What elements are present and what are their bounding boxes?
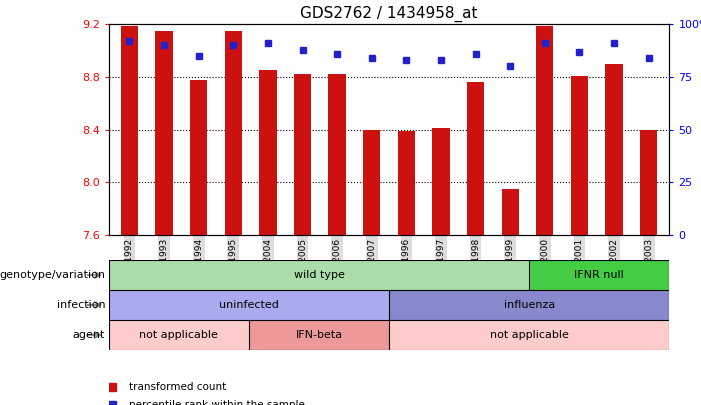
Text: agent: agent xyxy=(73,330,105,340)
Bar xyxy=(259,70,277,235)
Bar xyxy=(606,64,622,235)
Text: infection: infection xyxy=(57,300,105,310)
Title: GDS2762 / 1434958_at: GDS2762 / 1434958_at xyxy=(300,5,478,21)
Bar xyxy=(501,189,519,235)
Bar xyxy=(397,131,415,235)
Text: not applicable: not applicable xyxy=(139,330,218,340)
Text: genotype/variation: genotype/variation xyxy=(0,270,105,280)
Bar xyxy=(389,290,669,320)
Bar xyxy=(363,130,381,235)
Text: influenza: influenza xyxy=(503,300,555,310)
Bar xyxy=(121,26,138,235)
Text: not applicable: not applicable xyxy=(490,330,569,340)
Text: IFN-beta: IFN-beta xyxy=(295,330,343,340)
Text: transformed count: transformed count xyxy=(129,382,226,392)
Text: IFNR null: IFNR null xyxy=(575,270,624,280)
Bar xyxy=(571,76,588,235)
Bar xyxy=(529,260,669,290)
Text: wild type: wild type xyxy=(294,270,344,280)
Bar xyxy=(467,82,484,235)
Bar xyxy=(640,130,658,235)
Bar xyxy=(190,79,207,235)
Bar xyxy=(156,31,172,235)
Text: percentile rank within the sample: percentile rank within the sample xyxy=(129,400,305,405)
Text: uninfected: uninfected xyxy=(219,300,279,310)
Bar xyxy=(109,320,249,350)
Bar xyxy=(249,320,389,350)
Bar xyxy=(294,74,311,235)
Bar xyxy=(224,31,242,235)
Bar xyxy=(389,320,669,350)
Bar xyxy=(109,260,529,290)
Bar xyxy=(536,26,554,235)
Bar xyxy=(109,290,389,320)
Bar xyxy=(433,128,449,235)
Bar xyxy=(329,74,346,235)
